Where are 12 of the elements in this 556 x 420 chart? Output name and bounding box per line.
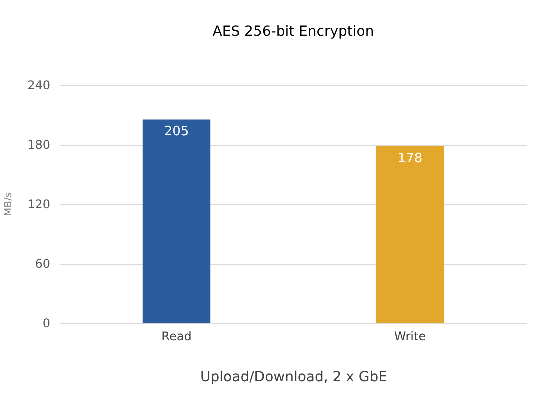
data-label: 178 — [398, 151, 423, 166]
y-tick-label: 120 — [28, 198, 50, 212]
y-axis-title: MB/s — [4, 192, 15, 217]
y-tick-label: 0 — [42, 316, 50, 330]
y-tick-label: 240 — [28, 78, 50, 92]
x-axis-title: Upload/Download, 2 x GbE — [200, 370, 388, 386]
x-tick-label: Read — [162, 330, 192, 344]
y-tick-label: 180 — [28, 138, 50, 152]
data-label: 205 — [164, 124, 190, 140]
y-tick-label: 60 — [35, 257, 50, 271]
x-tick-label: Write — [394, 330, 426, 344]
chart-title: AES 256-bit Encryption — [212, 24, 374, 40]
